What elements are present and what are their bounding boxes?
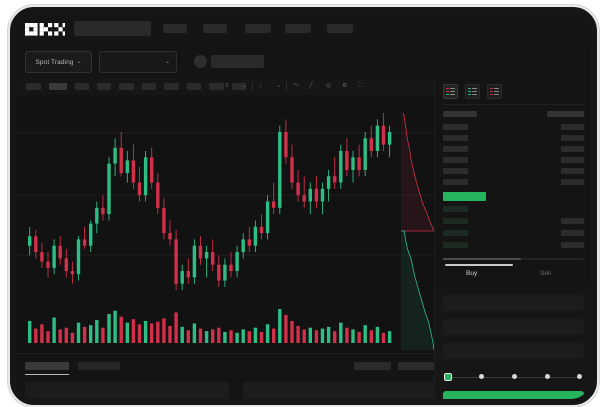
trade-tab-active-underline [445, 264, 513, 266]
brush-icon[interactable]: ╱ [309, 83, 313, 89]
orderbook-ask-row-1-price[interactable] [443, 135, 468, 141]
order-price-field[interactable] [443, 295, 584, 311]
orders-panel [16, 353, 447, 399]
orderbook-ask-row-2-price[interactable] [443, 146, 468, 152]
order-total-field[interactable] [443, 343, 584, 359]
orderbook-ask-row-4-amount[interactable] [561, 168, 584, 174]
slider-handle[interactable] [444, 373, 452, 381]
orderbook-ask-row-5-amount[interactable] [561, 179, 584, 185]
orderbook-bid-row-3-amount[interactable] [561, 242, 584, 248]
ticker-bar: Spot Trading ⌄ ⌄ [16, 44, 591, 78]
line-tool-icon[interactable]: 〜 [293, 83, 300, 89]
timeframe-button-0[interactable] [26, 83, 41, 90]
fullscreen-icon[interactable]: ⛶ [358, 83, 363, 89]
orderbook-ask-row-2-amount[interactable] [561, 146, 584, 152]
timeframe-button-6[interactable] [164, 83, 179, 90]
tab-buy[interactable]: Buy [466, 270, 478, 277]
timeframe-button-7[interactable] [187, 83, 201, 90]
amount-percent-slider[interactable] [444, 373, 584, 381]
top-navigation-bar [16, 13, 591, 44]
pair-selector-dropdown[interactable]: ⌄ [99, 51, 177, 73]
orderbook-bid-row-2-amount[interactable] [561, 230, 584, 236]
settings-icon[interactable]: ⚙ [342, 83, 348, 89]
trade-order-form [435, 287, 591, 399]
orders-card-0 [25, 382, 229, 399]
orderbook-and-trade-panel: Buy Sell [434, 78, 591, 399]
orderbook-bid-row-2-price[interactable] [443, 230, 468, 236]
orderbook-col-header-price[interactable] [443, 111, 477, 117]
slider-stop-75[interactable] [545, 374, 550, 379]
depth-chart-overlay [401, 112, 434, 351]
order-amount-field[interactable] [443, 319, 584, 335]
nav-item-1[interactable] [203, 24, 227, 33]
timeframe-button-2[interactable] [75, 83, 89, 90]
price-chart-panel[interactable] [16, 95, 434, 353]
pair-name [211, 55, 264, 68]
slider-stop-50[interactable] [512, 374, 517, 379]
timeframe-button-1[interactable] [49, 83, 67, 90]
orders-tab-0[interactable] [25, 362, 69, 370]
chevron-down-icon: ⌄ [76, 59, 82, 65]
chevron-down-icon[interactable]: ⌄ [242, 83, 248, 89]
orderbook-ask-row-0-amount[interactable] [561, 124, 584, 130]
orderbook-ask-row-0-price[interactable] [443, 124, 468, 130]
orderbook-ask-row-3-price[interactable] [443, 157, 468, 163]
orders-action-0[interactable] [354, 362, 391, 370]
nav-item-3[interactable] [285, 24, 311, 33]
orderbook-mode-bids-icon[interactable] [465, 84, 480, 99]
orderbook-bid-row-1-price[interactable] [443, 218, 468, 224]
place-buy-order-button[interactable] [443, 391, 584, 399]
orderbook-scrollbar[interactable] [443, 258, 521, 260]
timeframe-button-8[interactable] [209, 83, 224, 90]
orderbook-ask-row-1-amount[interactable] [561, 135, 584, 141]
trading-mode-dropdown[interactable]: Spot Trading ⌄ [25, 51, 92, 73]
orderbook-mode-both-icon[interactable] [443, 84, 458, 99]
orderbook-ask-row-3-amount[interactable] [561, 157, 584, 163]
orders-card-1 [243, 382, 447, 399]
orders-tab-active-underline [25, 374, 69, 375]
toolbar-separator-1 [218, 82, 219, 91]
device-frame: Spot Trading ⌄ ⌄ [8, 5, 599, 407]
orderbook-header-divider [443, 104, 584, 105]
timeframe-button-4[interactable] [119, 83, 134, 90]
orderbook-bid-row-1-amount[interactable] [561, 218, 584, 224]
timeframe-button-3[interactable] [97, 83, 111, 90]
pair-coin-avatar [194, 55, 207, 68]
timeframe-button-9[interactable] [232, 83, 246, 90]
orderbook-bid-row-3-price[interactable] [443, 242, 468, 248]
orderbook-col-header-amount[interactable] [547, 111, 584, 117]
chevron-down-icon-2[interactable]: ⌄ [276, 83, 282, 89]
toolbar-separator-2 [252, 82, 253, 91]
chart-type-icon[interactable]: ↕ [259, 83, 262, 89]
search-input[interactable] [74, 21, 151, 36]
trading-mode-label: Spot Trading [35, 58, 74, 66]
slider-stop-100[interactable] [577, 374, 582, 379]
orderbook-bid-row-0-price[interactable] [443, 206, 468, 212]
orderbook-last-price [443, 192, 486, 201]
orderbook-ask-row-5-price[interactable] [443, 179, 468, 185]
orders-action-1[interactable] [398, 362, 435, 370]
chevron-down-icon-pair: ⌄ [164, 59, 170, 65]
orders-tab-1[interactable] [78, 362, 120, 370]
timeframe-button-5[interactable] [142, 83, 156, 90]
trade-form-tabs: Buy Sell [435, 263, 591, 287]
orderbook-ask-row-4-price[interactable] [443, 168, 468, 174]
device-screen: Spot Trading ⌄ ⌄ [16, 13, 591, 399]
toolbar-separator-3 [286, 82, 287, 91]
orderbook-mode-switcher [443, 84, 502, 99]
nav-item-0[interactable] [163, 24, 187, 33]
camera-icon[interactable]: ◎ [326, 83, 332, 89]
nav-item-4[interactable] [327, 24, 353, 33]
chart-gridlines [16, 132, 434, 256]
candlestick-series [28, 113, 392, 290]
slider-stop-25[interactable] [479, 374, 484, 379]
indicators-icon[interactable]: ≡ [225, 83, 229, 89]
tab-sell[interactable]: Sell [540, 270, 551, 277]
okx-logo[interactable] [25, 23, 65, 36]
nav-item-2[interactable] [245, 24, 271, 33]
volume-histogram [28, 309, 392, 343]
orderbook-mode-asks-icon[interactable] [487, 84, 502, 99]
